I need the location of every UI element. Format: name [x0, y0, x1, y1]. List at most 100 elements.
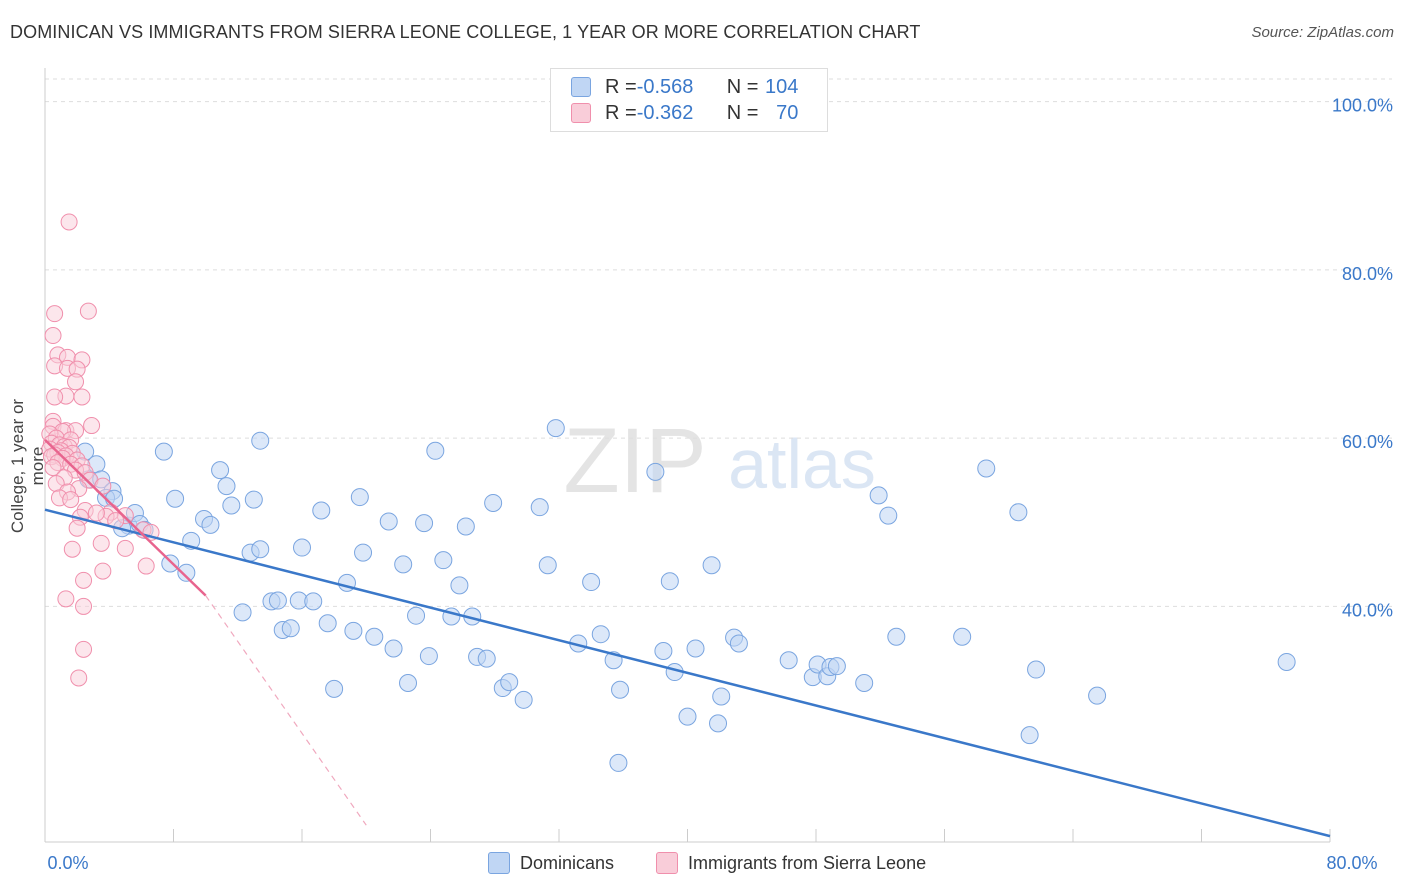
data-point-dominicans — [166, 489, 185, 508]
correlation-legend: R = -0.568 N = 104 R = -0.362 N = 70 — [550, 68, 828, 132]
data-point-dominicans — [1277, 652, 1296, 671]
grid — [45, 78, 1392, 607]
data-point-dominicans — [217, 477, 236, 496]
legend-r-label: R = — [605, 101, 637, 124]
x-tick-label-min: 0.0% — [47, 853, 88, 873]
data-point-dominicans — [415, 514, 434, 533]
legend-n-value: 104 — [765, 75, 799, 98]
data-point-dominicans — [530, 498, 549, 517]
y-tick-label: 60.0% — [1342, 432, 1393, 452]
watermark-zip: ZIP — [563, 410, 706, 512]
x-tick-labels: 0.0% 80.0% — [47, 853, 1377, 873]
data-point-sierra-leone — [46, 388, 64, 406]
data-point-dominicans — [233, 603, 252, 622]
trend-line-sierra-leone — [44, 438, 207, 597]
data-point-dominicans — [318, 614, 337, 633]
data-point-dominicans — [293, 538, 311, 557]
data-point-dominicans — [222, 496, 241, 515]
data-point-dominicans — [399, 673, 418, 692]
data-point-sierra-leone — [75, 571, 93, 589]
data-point-dominicans — [484, 493, 503, 512]
legend-swatch-pink — [571, 103, 591, 123]
data-point-dominicans — [304, 592, 323, 611]
watermark: ZIP atlas — [563, 410, 876, 512]
data-point-dominicans — [211, 461, 230, 480]
data-point-dominicans — [855, 673, 874, 692]
data-point-sierra-leone — [46, 305, 64, 323]
bottom-legend-label: Dominicans — [520, 852, 615, 873]
data-point-dominicans — [344, 621, 363, 640]
data-point-dominicans — [1009, 503, 1028, 522]
bottom-legend-swatch-pink — [656, 852, 678, 874]
data-point-sierra-leone — [63, 540, 81, 558]
chart-title: DOMINICAN VS IMMIGRANTS FROM SIERRA LEON… — [10, 22, 921, 42]
data-point-dominicans — [325, 679, 344, 698]
legend-n-label: N = — [726, 101, 759, 124]
data-point-dominicans — [887, 627, 906, 646]
legend-row-dominicans: R = -0.568 N = 104 — [571, 76, 798, 98]
data-point-dominicans — [538, 556, 557, 575]
source-label: Source: ZipAtlas.com — [1251, 24, 1394, 41]
y-tick-labels: 40.0% 60.0% 80.0% 100.0% — [1332, 96, 1393, 621]
data-point-dominicans — [953, 627, 972, 646]
legend-row-sierra-leone: R = -0.362 N = 70 — [571, 102, 798, 124]
trend-line-sierra-leone-extension — [205, 595, 367, 826]
data-point-sierra-leone — [62, 491, 80, 509]
bottom-legend-dominicans: Dominicans — [488, 852, 614, 874]
data-point-dominicans — [591, 625, 610, 644]
series-sierra-leone — [41, 213, 160, 687]
trend-line-dominicans — [44, 508, 1331, 838]
data-point-dominicans — [582, 573, 601, 592]
trend-lines — [44, 438, 1331, 838]
data-point-dominicans — [1088, 686, 1107, 705]
data-point-dominicans — [379, 512, 398, 531]
data-point-sierra-leone — [68, 519, 86, 537]
data-point-sierra-leone — [60, 213, 78, 231]
data-point-dominicans — [654, 642, 673, 661]
data-point-dominicans — [879, 506, 898, 525]
data-point-dominicans — [312, 501, 331, 520]
data-point-dominicans — [712, 687, 731, 706]
legend-swatch-blue — [571, 77, 591, 97]
data-point-dominicans — [177, 563, 196, 582]
bottom-legend-sierra-leone: Immigrants from Sierra Leone — [656, 852, 926, 874]
legend-n-value: 70 — [776, 101, 799, 124]
y-tick-label: 40.0% — [1342, 600, 1393, 620]
legend-r-label: R = — [605, 75, 637, 98]
data-point-dominicans — [500, 673, 519, 692]
data-point-dominicans — [977, 459, 996, 478]
data-point-sierra-leone — [94, 562, 112, 580]
data-point-sierra-leone — [116, 539, 134, 557]
data-point-dominicans — [514, 690, 533, 709]
data-point-dominicans — [450, 576, 469, 595]
data-point-dominicans — [384, 639, 403, 658]
data-point-dominicans — [365, 627, 384, 646]
data-point-dominicans — [702, 556, 721, 575]
data-point-dominicans — [154, 442, 173, 461]
y-tick-label: 80.0% — [1342, 264, 1393, 284]
data-point-sierra-leone — [44, 459, 62, 477]
data-point-sierra-leone — [92, 534, 110, 552]
legend-r-value: -0.362 — [636, 101, 694, 124]
data-point-dominicans — [646, 462, 665, 481]
data-point-dominicans — [779, 651, 798, 670]
data-point-sierra-leone — [44, 327, 62, 345]
data-point-sierra-leone — [75, 640, 93, 658]
data-point-sierra-leone — [83, 417, 101, 435]
y-tick-label: 100.0% — [1332, 96, 1393, 116]
bottom-legend-label: Immigrants from Sierra Leone — [688, 852, 927, 873]
data-point-dominicans — [546, 419, 565, 438]
data-point-dominicans — [407, 606, 426, 625]
legend-n-label: N = — [726, 75, 759, 98]
data-point-dominicans — [678, 707, 697, 726]
data-point-dominicans — [350, 488, 369, 507]
watermark-atlas: atlas — [728, 425, 876, 503]
data-point-sierra-leone — [67, 373, 85, 391]
data-point-dominicans — [244, 490, 263, 509]
data-point-dominicans — [709, 714, 728, 733]
data-point-dominicans — [1020, 726, 1039, 745]
data-point-dominicans — [419, 647, 438, 666]
data-point-dominicans — [394, 555, 413, 574]
data-point-dominicans — [251, 540, 270, 559]
data-point-dominicans — [201, 515, 220, 534]
